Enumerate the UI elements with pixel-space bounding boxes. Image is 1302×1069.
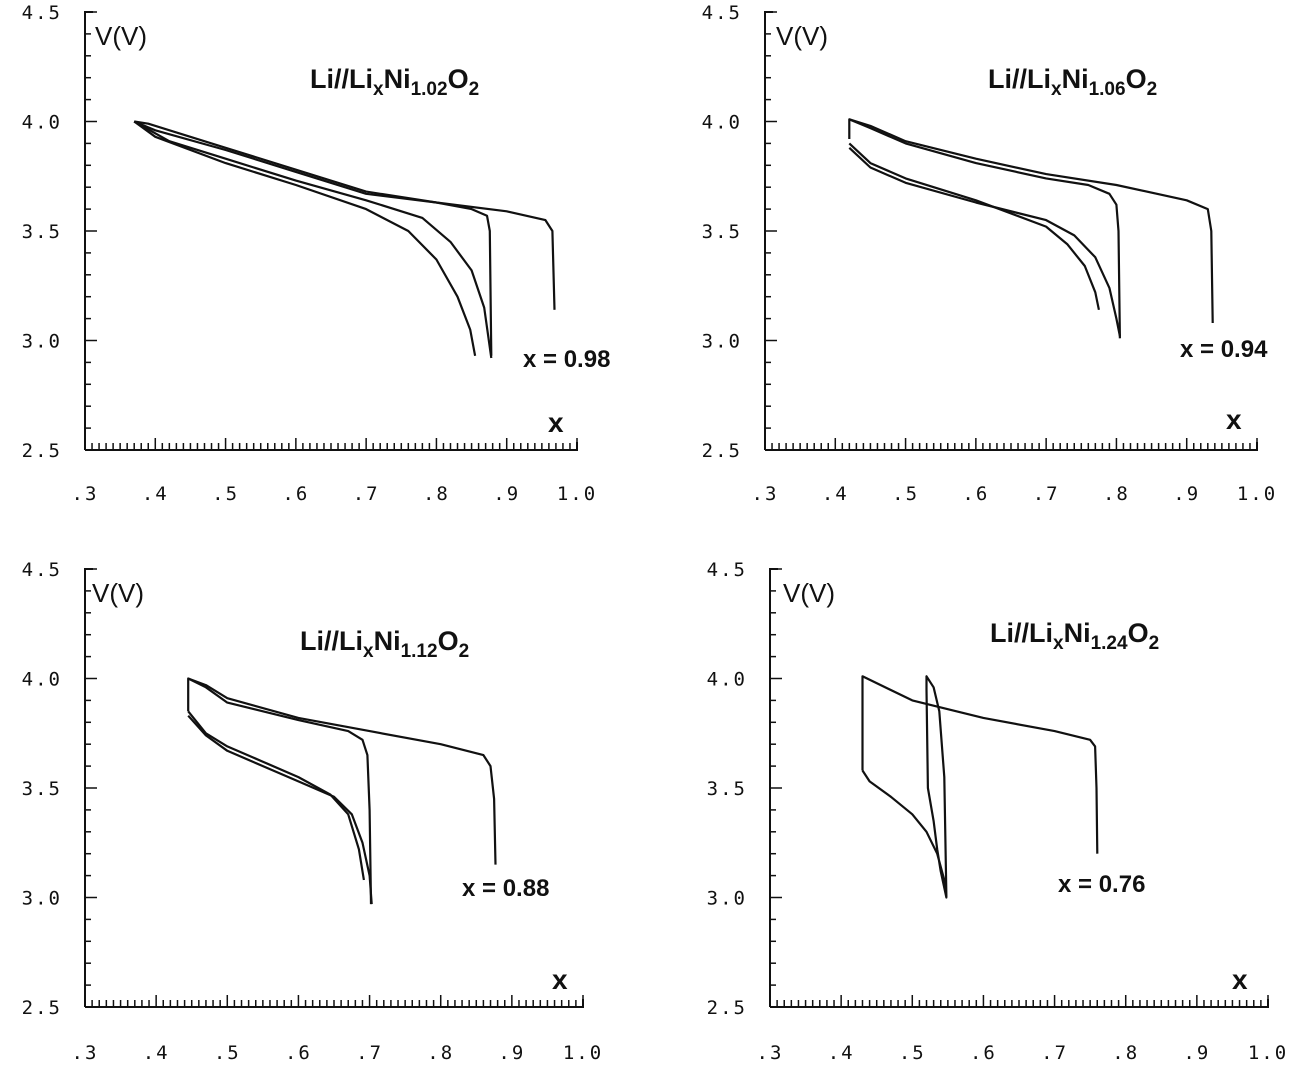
y-axis-title: V(V) xyxy=(92,578,144,608)
series-curve-1 xyxy=(848,118,1214,324)
panel-title: Li//LixNi1.12O2 xyxy=(300,626,469,662)
capacity-annotation: x = 0.98 xyxy=(523,346,610,373)
y-tick-label: 2.5 xyxy=(22,440,62,462)
series-curve-2 xyxy=(848,118,1121,339)
x-tick-label: 1.0 xyxy=(1237,483,1277,505)
x-tick-label: 1.0 xyxy=(563,1042,603,1064)
y-tick-label: 4.0 xyxy=(707,669,747,691)
y-tick-label: 3.0 xyxy=(702,331,742,353)
x-tick-label: .3 xyxy=(757,1042,784,1064)
x-axis-title: x xyxy=(548,407,564,438)
panel-title: Li//LixNi1.24O2 xyxy=(990,618,1159,654)
panel-4: .3 .4 .5 .6 .7 .8 .9 1.0 2.5 3.0 3.5 4.0 4.5 V(V) x Li/… xyxy=(707,559,1288,1064)
capacity-annotation: x = 0.88 xyxy=(462,875,549,902)
y-tick-label: 3.0 xyxy=(707,888,747,910)
x-tick-label: .7 xyxy=(356,1042,383,1064)
series-curve-2 xyxy=(861,675,948,899)
x-tick-label: 1.0 xyxy=(557,483,597,505)
series-curve-4 xyxy=(187,710,365,881)
y-axis-title: V(V) xyxy=(783,578,835,608)
x-tick-label: .8 xyxy=(423,483,450,505)
series-curve-3 xyxy=(848,146,1121,337)
x-axis-title: x xyxy=(1226,404,1242,435)
y-tick-label: 4.5 xyxy=(22,559,62,581)
series-curve-4 xyxy=(848,142,1100,311)
y-tick-label: 3.5 xyxy=(707,778,747,800)
y-tick-label: 3.5 xyxy=(22,778,62,800)
x-tick-label: .8 xyxy=(1112,1042,1139,1064)
x-tick-label: .7 xyxy=(353,483,380,505)
series-curve-2 xyxy=(133,120,493,356)
x-tick-label: .8 xyxy=(427,1042,454,1064)
capacity-annotation: x = 0.76 xyxy=(1058,871,1145,898)
capacity-annotation: x = 0.94 xyxy=(1180,336,1268,363)
y-tick-label: 3.5 xyxy=(702,221,742,243)
x-tick-label: .3 xyxy=(72,483,99,505)
x-tick-label: .5 xyxy=(212,483,239,505)
y-tick-label: 3.0 xyxy=(22,888,62,910)
y-tick-label: 4.0 xyxy=(22,669,62,691)
series-curve-2 xyxy=(187,677,373,905)
series-curve-1 xyxy=(187,677,497,865)
y-tick-label: 4.0 xyxy=(702,112,742,134)
x-tick-label: .4 xyxy=(143,1042,170,1064)
x-tick-label: .5 xyxy=(899,1042,926,1064)
y-tick-label: 2.5 xyxy=(702,440,742,462)
x-tick-label: .3 xyxy=(72,1042,99,1064)
series-curve-4 xyxy=(133,120,477,357)
x-tick-label: .6 xyxy=(962,483,989,505)
x-tick-label: .9 xyxy=(1173,483,1200,505)
x-tick-label: .8 xyxy=(1103,483,1130,505)
y-tick-label: 4.5 xyxy=(702,2,742,24)
y-tick-label: 4.0 xyxy=(22,112,62,134)
y-axis-title: V(V) xyxy=(95,21,147,51)
x-axis-title: x xyxy=(552,964,568,995)
x-tick-label: .3 xyxy=(752,483,779,505)
x-tick-label: 1.0 xyxy=(1248,1042,1288,1064)
x-axis-title: x xyxy=(1232,964,1248,995)
panel-title: Li//LixNi1.02O2 xyxy=(310,64,479,100)
series-curve-3 xyxy=(187,714,373,905)
x-tick-label: .4 xyxy=(822,483,849,505)
x-tick-label: .7 xyxy=(1033,483,1060,505)
y-tick-label: 3.5 xyxy=(22,221,62,243)
panel-2: .3 .4 .5 .6 .7 .8 .9 1.0 2.5 3.0 3.5 4.0 4.5 V(V) x Li/… xyxy=(702,2,1277,505)
x-tick-label: .5 xyxy=(214,1042,241,1064)
y-tick-label: 2.5 xyxy=(707,997,747,1019)
x-tick-label: .9 xyxy=(493,483,520,505)
series-curve-3 xyxy=(133,120,493,359)
x-tick-label: .9 xyxy=(498,1042,525,1064)
x-tick-label: .7 xyxy=(1041,1042,1068,1064)
panel-1: .3 .4 .5 .6 .7 .8 .9 1.0 2.5 3.0 3.5 4.0 4.5 V(V) x Li/… xyxy=(22,2,611,505)
series-curve-1 xyxy=(861,675,1099,854)
x-tick-label: .9 xyxy=(1183,1042,1210,1064)
x-tick-label: .6 xyxy=(970,1042,997,1064)
x-tick-label: .4 xyxy=(142,483,169,505)
panel-title: Li//LixNi1.06O2 xyxy=(988,64,1157,100)
x-tick-label: .5 xyxy=(892,483,919,505)
x-tick-label: .4 xyxy=(828,1042,855,1064)
x-tick-label: .6 xyxy=(282,483,309,505)
y-axis-title: V(V) xyxy=(776,21,828,51)
y-tick-label: 2.5 xyxy=(22,997,62,1019)
panel-3: .3 .4 .5 .6 .7 .8 .9 1.0 2.5 3.0 3.5 4.0 4.5 V(V) x Li/… xyxy=(22,559,603,1064)
x-tick-label: .6 xyxy=(285,1042,312,1064)
y-tick-label: 4.5 xyxy=(707,559,747,581)
y-tick-label: 3.0 xyxy=(22,331,62,353)
y-tick-label: 4.5 xyxy=(22,2,62,24)
